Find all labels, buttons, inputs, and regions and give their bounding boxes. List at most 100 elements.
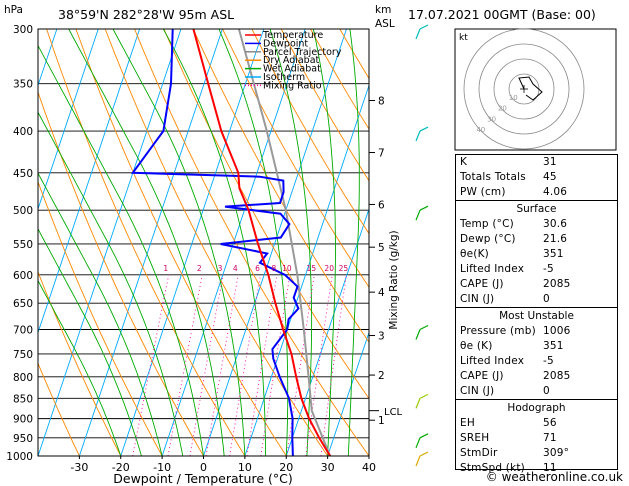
km-tick-label: 1 [378, 415, 385, 427]
pressure-tick-label: 900 [13, 414, 33, 426]
stat-label: Totals Totals [460, 171, 526, 183]
wind-barb [419, 451, 429, 457]
legend-label: Dry Adiabat [263, 55, 320, 66]
isotherm-line [203, 29, 347, 456]
pressure-tick-label: 650 [13, 298, 33, 310]
wet-adiabat [68, 29, 225, 456]
stat-label: EH [460, 417, 475, 429]
stat-row: CAPE (J) 2085 [456, 277, 617, 292]
pressure-tick-label: 600 [13, 270, 33, 282]
dry-adiabat [75, 29, 287, 456]
stat-value: 45 [543, 171, 557, 183]
hodograph-ring-label: 20 [498, 105, 507, 113]
km-tick-label: 6 [378, 199, 385, 211]
stat-value: 71 [543, 432, 557, 444]
location-title: 38°59'N 282°28'W 95m ASL [58, 7, 234, 22]
km-tick-label: 7 [378, 148, 385, 160]
wind-barb [419, 126, 429, 132]
wet-adiabat [312, 29, 336, 456]
dry-adiabat [104, 29, 328, 456]
hodograph-ring [493, 58, 555, 120]
mixing-ratio-line [320, 274, 347, 456]
stat-label: CIN (J) [460, 293, 495, 305]
wind-barb [415, 130, 421, 142]
mixing-ratio-label: 2 [197, 264, 202, 273]
unstable-title: Most Unstable [456, 307, 617, 324]
dry-adiabat [38, 90, 204, 456]
wind-barb [415, 28, 421, 40]
stat-label: CAPE (J) [460, 370, 504, 382]
dry-adiabat [192, 29, 369, 343]
stat-value: 11 [543, 462, 557, 474]
pressure-tick-label: 750 [13, 349, 33, 361]
pressure-tick-label: 350 [13, 79, 33, 91]
x-tick-label: -30 [70, 461, 88, 474]
datetime-title: 17.07.2021 00GMT (Base: 00) [408, 7, 596, 22]
km-tick-label: 4 [378, 287, 385, 299]
stat-label: Lifted Index [460, 263, 525, 275]
isotherm-line [120, 29, 265, 456]
wet-adiabat [347, 29, 360, 456]
wind-barb [415, 437, 421, 449]
surface-title: Surface [456, 200, 617, 217]
stat-value: 2085 [543, 278, 571, 290]
pressure-tick-label: 550 [13, 239, 33, 251]
hodograph-title: Hodograph [456, 399, 617, 416]
mixing-ratio-line [229, 274, 261, 456]
pressure-tick-label: 700 [13, 325, 33, 337]
wet-adiabat [38, 111, 184, 456]
legend-label: Parcel Trajectory [263, 47, 342, 58]
x-tick-label: 30 [321, 461, 335, 474]
x-tick-label: 40 [362, 461, 376, 474]
parcel-trajectory-line [237, 29, 332, 456]
mixing-ratio-line [286, 274, 315, 456]
stat-row: θe(K) 351 [456, 247, 617, 262]
temperature-line [192, 29, 331, 456]
mixing-ratio-label: 15 [307, 264, 317, 273]
pressure-tick-label: 850 [13, 393, 33, 405]
x-tick-label: 0 [200, 461, 207, 474]
dry-adiabat [134, 29, 369, 456]
mixing-ratio-line [305, 274, 333, 456]
stat-value: 0 [543, 293, 550, 305]
mixing-ratio-label: 20 [324, 264, 334, 273]
mixing-ratio-line [132, 274, 170, 456]
stat-value: 56 [543, 417, 557, 429]
stat-row: Dewp (°C) 21.6 [456, 232, 617, 247]
mixing-ratio-label: 6 [255, 264, 260, 273]
stat-row: CAPE (J) 2085 [456, 369, 617, 384]
wind-barb [419, 393, 429, 399]
pressure-tick-label: 950 [13, 433, 33, 445]
stat-row: Pressure (mb) 1006 [456, 324, 617, 339]
km-tick-label: 3 [378, 331, 385, 343]
stat-row: Totals Totals 45 [456, 170, 617, 185]
mixing-ratio-label: 25 [339, 264, 349, 273]
wind-barb [419, 433, 429, 439]
stat-label: Temp (°C) [460, 218, 514, 230]
x-axis-label: Dewpoint / Temperature (°C) [113, 471, 292, 486]
wet-adiabat [38, 44, 204, 456]
km-tick-label: 2 [378, 370, 385, 382]
stat-label: CIN (J) [460, 385, 495, 397]
wet-adiabat [162, 29, 267, 456]
wind-barb [419, 205, 429, 211]
legend-label: Dewpoint [263, 38, 308, 49]
stat-label: Pressure (mb) [460, 325, 536, 337]
mixing-ratio-line [246, 274, 278, 456]
stat-value: 31 [543, 156, 557, 168]
stat-row: Lifted Index -5 [456, 262, 617, 277]
dry-adiabat [38, 362, 80, 456]
wind-barb [415, 209, 421, 221]
mixing-ratio-label: 8 [272, 264, 277, 273]
mixing-ratio-label: 3 [218, 264, 223, 273]
stat-value: 309° [543, 447, 570, 459]
stat-row: CIN (J) 0 [456, 292, 617, 307]
hodograph-ring [478, 43, 570, 135]
legend-label: Isotherm [263, 72, 305, 83]
isotherm-line [244, 83, 369, 456]
mixing-ratio-line [189, 274, 224, 456]
lcl-label: LCL [384, 407, 403, 418]
pressure-tick-label: 300 [13, 24, 33, 36]
stat-row: Lifted Index -5 [456, 354, 617, 369]
mixing-ratio-label: 10 [282, 264, 292, 273]
